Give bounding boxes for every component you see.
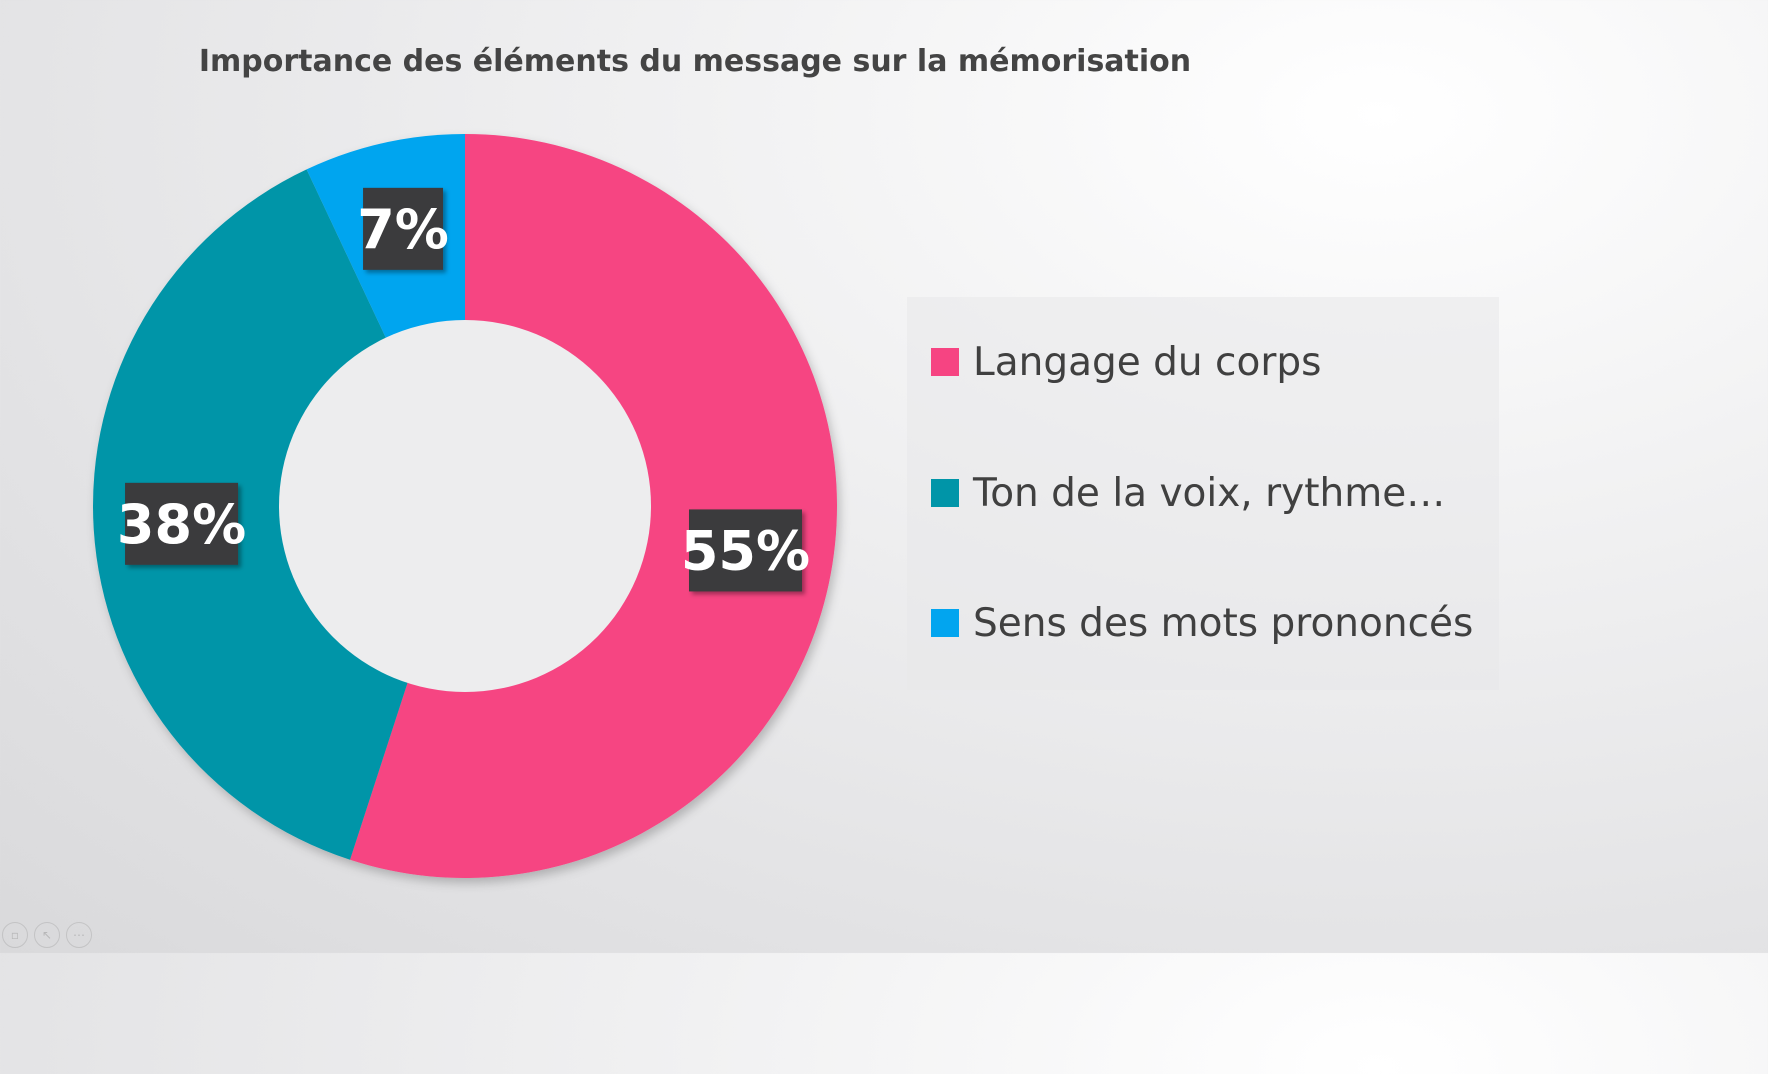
legend-swatch-sens (931, 609, 959, 637)
data-label-box-ton (125, 482, 239, 565)
more-icon[interactable]: ⋯ (66, 922, 92, 948)
data-label-langage: 55% (681, 509, 810, 592)
pointer-icon[interactable]: ↖ (34, 922, 60, 948)
data-label-box-sens (363, 187, 444, 270)
data-label-ton: 38% (117, 482, 246, 565)
donut-chart: 55% 38% 7% (92, 134, 837, 878)
legend-item-langage: Langage du corps (931, 337, 1321, 387)
chart-title: Importance des éléments du message sur l… (198, 44, 1192, 79)
donut-slice-ton (92, 169, 465, 860)
legend-swatch-ton (931, 479, 959, 507)
data-label-text-sens: 7% (357, 198, 449, 261)
data-label-box-langage (689, 509, 803, 592)
slideshow-controls: ▫ ↖ ⋯ (2, 922, 92, 948)
legend-label-ton: Ton de la voix, rythme… (973, 470, 1446, 516)
legend-label-sens: Sens des mots prononcés (973, 600, 1474, 646)
data-label-sens: 7% (357, 187, 449, 270)
donut-hole (279, 320, 651, 692)
slide: Importance des éléments du message sur l… (2, 44, 1499, 948)
data-labels: 55% 38% 7% (117, 187, 810, 592)
legend: Langage du corps Ton de la voix, rythme…… (907, 297, 1499, 690)
legend-label-langage: Langage du corps (973, 339, 1322, 385)
legend-swatch-langage (931, 348, 959, 376)
legend-item-ton: Ton de la voix, rythme… (931, 468, 1445, 518)
legend-item-sens: Sens des mots prononcés (931, 598, 1473, 648)
data-label-text-langage: 55% (681, 519, 810, 582)
slide-icon[interactable]: ▫ (2, 922, 28, 948)
data-label-text-ton: 38% (117, 493, 246, 556)
